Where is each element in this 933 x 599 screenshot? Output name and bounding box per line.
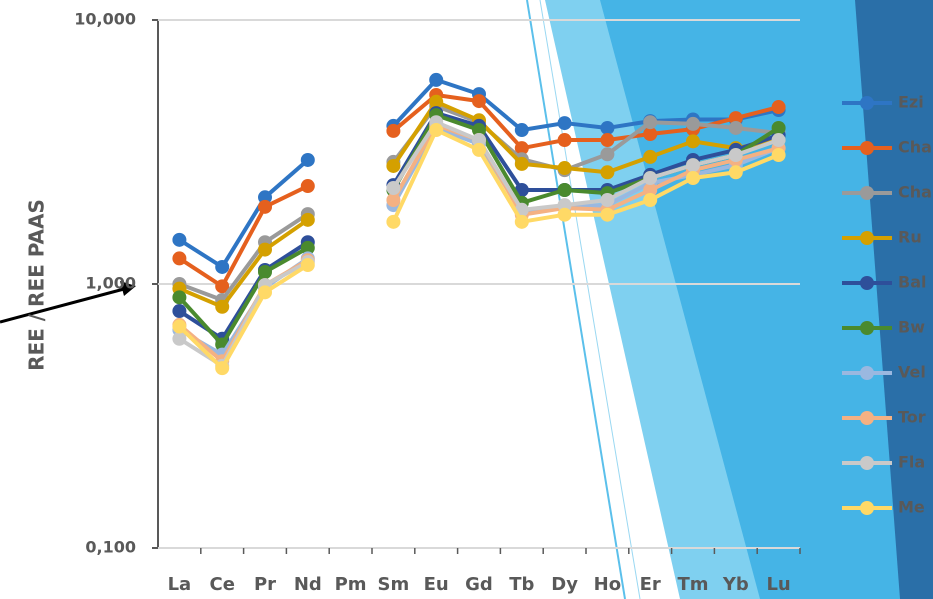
data-point	[258, 265, 272, 279]
data-point	[686, 117, 700, 131]
legend-marker	[860, 141, 874, 155]
legend-marker	[860, 186, 874, 200]
y-tick-label: 0,100	[85, 538, 136, 557]
x-tick-label: Ho	[594, 574, 621, 595]
x-tick-label: Yb	[722, 574, 749, 595]
data-point	[729, 121, 743, 135]
y-tick-label: 1,000	[85, 274, 136, 293]
data-point	[386, 215, 400, 229]
data-point	[386, 181, 400, 195]
data-point	[386, 193, 400, 207]
data-point	[215, 260, 229, 274]
data-point	[515, 215, 529, 229]
x-tick-label: Nd	[294, 574, 322, 595]
legend-label: Cha	[898, 138, 932, 157]
data-point	[729, 148, 743, 162]
data-point	[386, 124, 400, 138]
data-point	[643, 150, 657, 164]
data-point	[515, 157, 529, 171]
x-tick-label: Lu	[766, 574, 790, 595]
data-point	[429, 123, 443, 137]
x-tick-label: Tb	[509, 574, 534, 595]
data-point	[301, 179, 315, 193]
data-point	[172, 233, 186, 247]
x-tick-label: Eu	[424, 574, 449, 595]
series-line	[179, 160, 307, 267]
x-tick-label: Pr	[254, 574, 276, 595]
legend-label: Fla	[898, 453, 925, 472]
data-point	[515, 123, 529, 137]
legend-label: Ezi	[898, 93, 924, 112]
data-point	[772, 121, 786, 135]
data-point	[600, 193, 614, 207]
data-point	[429, 73, 443, 87]
legend-label: Bal	[898, 273, 926, 292]
x-tick-label: Gd	[465, 574, 493, 595]
data-point	[472, 94, 486, 108]
legend-marker	[860, 411, 874, 425]
data-point	[558, 116, 572, 130]
data-point	[600, 121, 614, 135]
x-tick-label: Ce	[209, 574, 234, 595]
legend-label: Ru	[898, 228, 922, 247]
x-tick-label: Tm	[677, 574, 708, 595]
data-point	[686, 134, 700, 148]
data-point	[258, 285, 272, 299]
data-point	[301, 213, 315, 227]
data-point	[215, 361, 229, 375]
data-point	[301, 258, 315, 272]
legend-marker	[860, 366, 874, 380]
x-tick-label: Dy	[551, 574, 578, 595]
x-tick-label: Sm	[378, 574, 410, 595]
x-tick-label: Er	[640, 574, 661, 595]
data-point	[772, 133, 786, 147]
data-point	[686, 158, 700, 172]
legend-marker	[860, 321, 874, 335]
data-point	[600, 147, 614, 161]
legend-marker	[860, 96, 874, 110]
x-tick-label: Pm	[335, 574, 367, 595]
data-point	[172, 320, 186, 334]
data-point	[258, 200, 272, 214]
data-point	[772, 100, 786, 114]
data-point	[172, 290, 186, 304]
data-point	[686, 171, 700, 185]
data-point	[301, 153, 315, 167]
legend-label: Bw	[898, 318, 925, 337]
legend-marker	[860, 231, 874, 245]
data-point	[558, 133, 572, 147]
data-point	[215, 300, 229, 314]
legend-marker	[860, 456, 874, 470]
data-point	[600, 133, 614, 147]
data-point	[643, 193, 657, 207]
legend-marker	[860, 276, 874, 290]
data-point	[558, 208, 572, 222]
legend-label: Cha	[898, 183, 932, 202]
data-point	[558, 161, 572, 175]
data-point	[558, 183, 572, 197]
legend-label: Tor	[898, 408, 926, 427]
data-point	[172, 304, 186, 318]
legend-marker	[860, 501, 874, 515]
legend-label: Vel	[898, 363, 926, 382]
x-tick-label: La	[168, 574, 192, 595]
data-point	[600, 165, 614, 179]
data-point	[472, 143, 486, 157]
legend-label: Me	[898, 498, 925, 517]
y-axis-label: REE / REE PAAS	[25, 199, 49, 371]
data-point	[643, 115, 657, 129]
data-point	[772, 148, 786, 162]
data-point	[386, 159, 400, 173]
chart: REE / REE PAAS 0,100 1,000 10,000 La Ce Pr Nd P…	[0, 0, 933, 599]
data-point	[643, 171, 657, 185]
data-point	[172, 251, 186, 265]
data-point	[729, 165, 743, 179]
data-point	[600, 208, 614, 222]
y-tick-label: 10,000	[74, 10, 136, 29]
data-point	[258, 243, 272, 257]
